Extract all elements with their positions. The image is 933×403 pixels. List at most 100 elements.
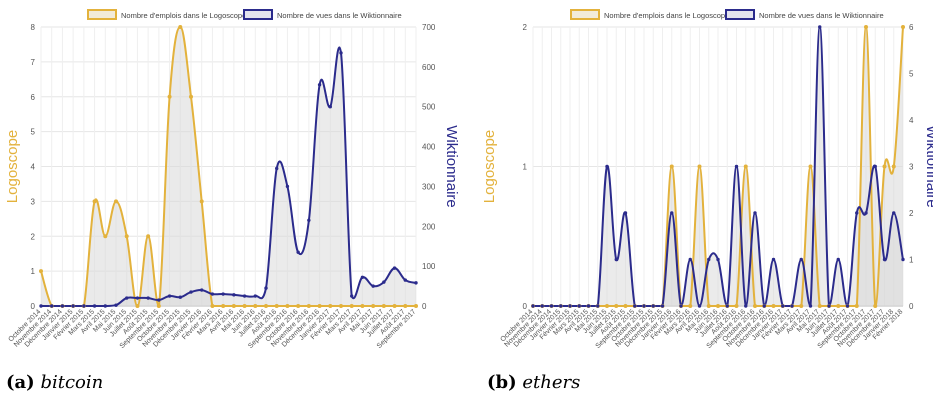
data-point-wiktionnaire: [382, 280, 386, 284]
data-point-wiktionnaire: [221, 292, 225, 296]
data-point-wiktionnaire: [392, 266, 397, 270]
chart-panel-ethers: 0 1 2 0 1 2 3 4 5 6 Octobre 2014 Novembre 2014 Décem…: [467, 0, 933, 403]
data-point-logoscope: [734, 304, 739, 308]
data-point-wiktionnaire: [596, 304, 600, 308]
data-point-logoscope: [891, 164, 896, 169]
caption-a: (a) bitcoin: [6, 372, 103, 393]
data-point-wiktionnaire: [253, 294, 257, 298]
data-point-wiktionnaire: [670, 211, 674, 215]
chart-panel-bitcoin: 0 1 2 3 4 5 6 7 8 0 100 200 300 400 500 600 700 Octobre 2…: [0, 0, 466, 403]
data-point-logoscope: [253, 304, 258, 308]
y-tick-label-right: 300: [422, 182, 436, 191]
data-point-wiktionnaire: [623, 211, 628, 215]
data-point-wiktionnaire: [82, 304, 86, 308]
data-point-logoscope: [771, 304, 776, 308]
data-point-wiktionnaire: [725, 304, 729, 308]
y-tick-label-right: 1: [909, 256, 914, 265]
y-tick-label-left: 2: [31, 232, 36, 241]
y-tick-label-left: 3: [31, 197, 36, 206]
data-point-logoscope: [360, 304, 365, 308]
data-point-wiktionnaire: [135, 296, 140, 300]
data-point-wiktionnaire: [605, 164, 609, 169]
data-point-logoscope: [124, 234, 129, 239]
data-point-logoscope: [901, 25, 905, 29]
y-tick-label-left: 0: [523, 302, 528, 311]
data-point-wiktionnaire: [716, 257, 720, 262]
data-point-wiktionnaire: [568, 304, 572, 308]
data-point-wiktionnaire: [242, 294, 247, 298]
data-point-wiktionnaire: [762, 304, 766, 308]
y-axis-title-left: Logoscope: [4, 130, 21, 203]
data-point-logoscope: [808, 164, 813, 169]
data-point-wiktionnaire: [901, 257, 905, 262]
y-tick-label-left: 2: [523, 23, 528, 32]
data-point-wiktionnaire: [845, 304, 850, 308]
data-point-wiktionnaire: [855, 211, 859, 215]
data-point-wiktionnaire: [296, 250, 300, 254]
data-point-wiktionnaire: [540, 304, 544, 308]
data-point-wiktionnaire: [771, 257, 776, 262]
data-point-wiktionnaire: [549, 304, 554, 308]
data-point-wiktionnaire: [157, 298, 161, 302]
y-tick-label-right: 0: [909, 302, 914, 311]
data-point-wiktionnaire: [892, 211, 896, 215]
data-point-wiktionnaire: [360, 275, 365, 280]
data-point-wiktionnaire: [614, 257, 618, 262]
data-point-logoscope: [392, 304, 397, 308]
data-point-wiktionnaire: [414, 281, 418, 285]
data-point-wiktionnaire: [642, 304, 646, 308]
data-point-logoscope: [864, 25, 868, 29]
y-tick-label-right: 200: [422, 222, 436, 231]
data-point-wiktionnaire: [651, 304, 655, 308]
data-point-wiktionnaire: [586, 304, 591, 308]
data-point-logoscope: [92, 199, 97, 204]
data-point-wiktionnaire: [339, 51, 343, 55]
data-point-wiktionnaire: [317, 83, 322, 87]
data-point-wiktionnaire: [660, 304, 665, 308]
y-tick-label-left: 8: [31, 23, 36, 32]
data-point-logoscope: [799, 304, 804, 308]
legend-swatch-logoscope: [87, 9, 117, 20]
y-tick-label-left: 4: [31, 163, 36, 172]
data-point-wiktionnaire: [531, 304, 535, 308]
data-point-logoscope: [296, 304, 301, 308]
data-point-wiktionnaire: [633, 304, 637, 308]
data-point-logoscope: [381, 304, 386, 308]
caption-label: (b): [487, 372, 517, 393]
legend-swatch-wiktionnaire: [725, 9, 755, 20]
y-tick-label-left: 0: [31, 302, 36, 311]
data-point-logoscope: [605, 304, 609, 308]
data-point-wiktionnaire: [679, 304, 683, 308]
data-point-wiktionnaire: [836, 257, 840, 262]
data-point-wiktionnaire: [232, 293, 236, 297]
data-point-wiktionnaire: [707, 257, 711, 262]
data-point-logoscope: [221, 304, 226, 308]
y-tick-label-left: 5: [31, 128, 36, 137]
data-point-wiktionnaire: [264, 286, 268, 290]
data-point-wiktionnaire: [39, 304, 43, 308]
data-point-logoscope: [614, 304, 619, 308]
series-line-logoscope: [533, 25, 904, 308]
data-point-wiktionnaire: [403, 278, 407, 282]
data-point-wiktionnaire: [285, 184, 290, 189]
data-point-logoscope: [135, 304, 140, 308]
caption-word: bitcoin: [40, 372, 104, 393]
y-tick-label-right: 0: [422, 302, 427, 311]
data-point-wiktionnaire: [827, 304, 831, 308]
caption-b: (b) ethers: [487, 372, 580, 393]
data-point-wiktionnaire: [146, 296, 150, 300]
data-point-wiktionnaire: [753, 211, 757, 215]
data-point-wiktionnaire: [873, 164, 877, 169]
data-point-logoscope: [873, 304, 878, 308]
data-point-wiktionnaire: [178, 295, 182, 299]
data-point-wiktionnaire: [92, 304, 97, 308]
data-point-logoscope: [146, 234, 151, 239]
y-tick-label-left: 1: [523, 163, 528, 172]
data-point-wiktionnaire: [781, 304, 785, 308]
data-point-logoscope: [414, 304, 418, 308]
y-axis-title-right: Wiktionnaire: [923, 125, 933, 208]
data-point-logoscope: [264, 304, 268, 308]
data-point-logoscope: [114, 199, 118, 204]
